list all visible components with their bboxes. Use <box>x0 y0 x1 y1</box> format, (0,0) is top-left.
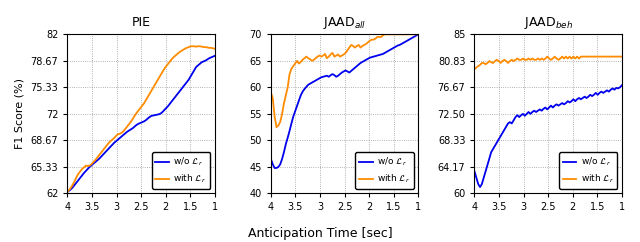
w/o $\mathcal{L}_r$ <box>415 33 422 36</box>
Legend: w/o $\mathcal{L}_r$, with $\mathcal{L}_r$: w/o $\mathcal{L}_r$, with $\mathcal{L}_r… <box>152 152 211 189</box>
with $\mathcal{L}_r$ <box>364 41 372 44</box>
with $\mathcal{L}_r$ <box>618 55 626 58</box>
w/o $\mathcal{L}_r$ <box>560 103 568 106</box>
Title: JAAD$_{all}$: JAAD$_{all}$ <box>323 15 366 31</box>
w/o $\mathcal{L}_r$ <box>370 55 378 58</box>
w/o $\mathcal{L}_r$ <box>267 158 275 160</box>
with $\mathcal{L}_r$ <box>164 62 172 65</box>
Title: JAAD$_{beh}$: JAAD$_{beh}$ <box>524 15 573 31</box>
with $\mathcal{L}_r$ <box>187 45 195 48</box>
with $\mathcal{L}_r$ <box>401 33 409 36</box>
with $\mathcal{L}_r$ <box>211 47 219 50</box>
Text: Anticipation Time [sec]: Anticipation Time [sec] <box>248 227 392 240</box>
w/o $\mathcal{L}_r$ <box>164 105 172 107</box>
w/o $\mathcal{L}_r$ <box>364 57 372 60</box>
Legend: w/o $\mathcal{L}_r$, with $\mathcal{L}_r$: w/o $\mathcal{L}_r$, with $\mathcal{L}_r… <box>559 152 618 189</box>
w/o $\mathcal{L}_r$ <box>194 64 202 67</box>
with $\mathcal{L}_r$ <box>151 83 159 86</box>
with $\mathcal{L}_r$ <box>159 70 166 73</box>
with $\mathcal{L}_r$ <box>470 68 478 71</box>
w/o $\mathcal{L}_r$ <box>358 60 366 63</box>
with $\mathcal{L}_r$ <box>536 58 543 61</box>
with $\mathcal{L}_r$ <box>63 190 71 193</box>
w/o $\mathcal{L}_r$ <box>562 102 570 105</box>
Line: w/o $\mathcal{L}_r$: w/o $\mathcal{L}_r$ <box>67 56 215 192</box>
w/o $\mathcal{L}_r$ <box>568 100 575 103</box>
w/o $\mathcal{L}_r$ <box>618 84 626 87</box>
with $\mathcal{L}_r$ <box>603 55 611 58</box>
with $\mathcal{L}_r$ <box>273 126 280 129</box>
w/o $\mathcal{L}_r$ <box>159 110 166 113</box>
with $\mathcal{L}_r$ <box>573 55 581 58</box>
with $\mathcal{L}_r$ <box>560 57 568 60</box>
w/o $\mathcal{L}_r$ <box>271 166 278 169</box>
Title: PIE: PIE <box>132 16 150 29</box>
with $\mathcal{L}_r$ <box>153 80 161 83</box>
w/o $\mathcal{L}_r$ <box>151 114 159 117</box>
with $\mathcal{L}_r$ <box>358 45 366 47</box>
Line: with $\mathcal{L}_r$: with $\mathcal{L}_r$ <box>271 34 419 127</box>
w/o $\mathcal{L}_r$ <box>538 109 545 112</box>
with $\mathcal{L}_r$ <box>415 33 422 36</box>
w/o $\mathcal{L}_r$ <box>211 54 219 57</box>
Y-axis label: F1 Score (%): F1 Score (%) <box>15 78 25 149</box>
with $\mathcal{L}_r$ <box>196 45 204 48</box>
Legend: w/o $\mathcal{L}_r$, with $\mathcal{L}_r$: w/o $\mathcal{L}_r$, with $\mathcal{L}_r… <box>355 152 414 189</box>
with $\mathcal{L}_r$ <box>267 91 275 94</box>
Line: with $\mathcal{L}_r$: with $\mathcal{L}_r$ <box>67 46 215 192</box>
w/o $\mathcal{L}_r$ <box>63 190 71 193</box>
w/o $\mathcal{L}_r$ <box>356 61 364 64</box>
Line: w/o $\mathcal{L}_r$: w/o $\mathcal{L}_r$ <box>271 34 419 168</box>
Line: w/o $\mathcal{L}_r$: w/o $\mathcal{L}_r$ <box>474 85 622 187</box>
Line: with $\mathcal{L}_r$: with $\mathcal{L}_r$ <box>474 57 622 69</box>
with $\mathcal{L}_r$ <box>370 38 378 41</box>
w/o $\mathcal{L}_r$ <box>470 170 478 173</box>
w/o $\mathcal{L}_r$ <box>153 113 161 116</box>
w/o $\mathcal{L}_r$ <box>573 98 581 101</box>
with $\mathcal{L}_r$ <box>381 33 388 36</box>
w/o $\mathcal{L}_r$ <box>129 127 136 130</box>
with $\mathcal{L}_r$ <box>562 55 570 58</box>
with $\mathcal{L}_r$ <box>356 46 364 49</box>
with $\mathcal{L}_r$ <box>129 118 136 121</box>
w/o $\mathcal{L}_r$ <box>476 186 484 189</box>
w/o $\mathcal{L}_r$ <box>603 89 611 92</box>
w/o $\mathcal{L}_r$ <box>399 41 407 44</box>
with $\mathcal{L}_r$ <box>568 57 575 60</box>
with $\mathcal{L}_r$ <box>334 53 342 56</box>
with $\mathcal{L}_r$ <box>543 55 551 58</box>
w/o $\mathcal{L}_r$ <box>334 74 342 77</box>
